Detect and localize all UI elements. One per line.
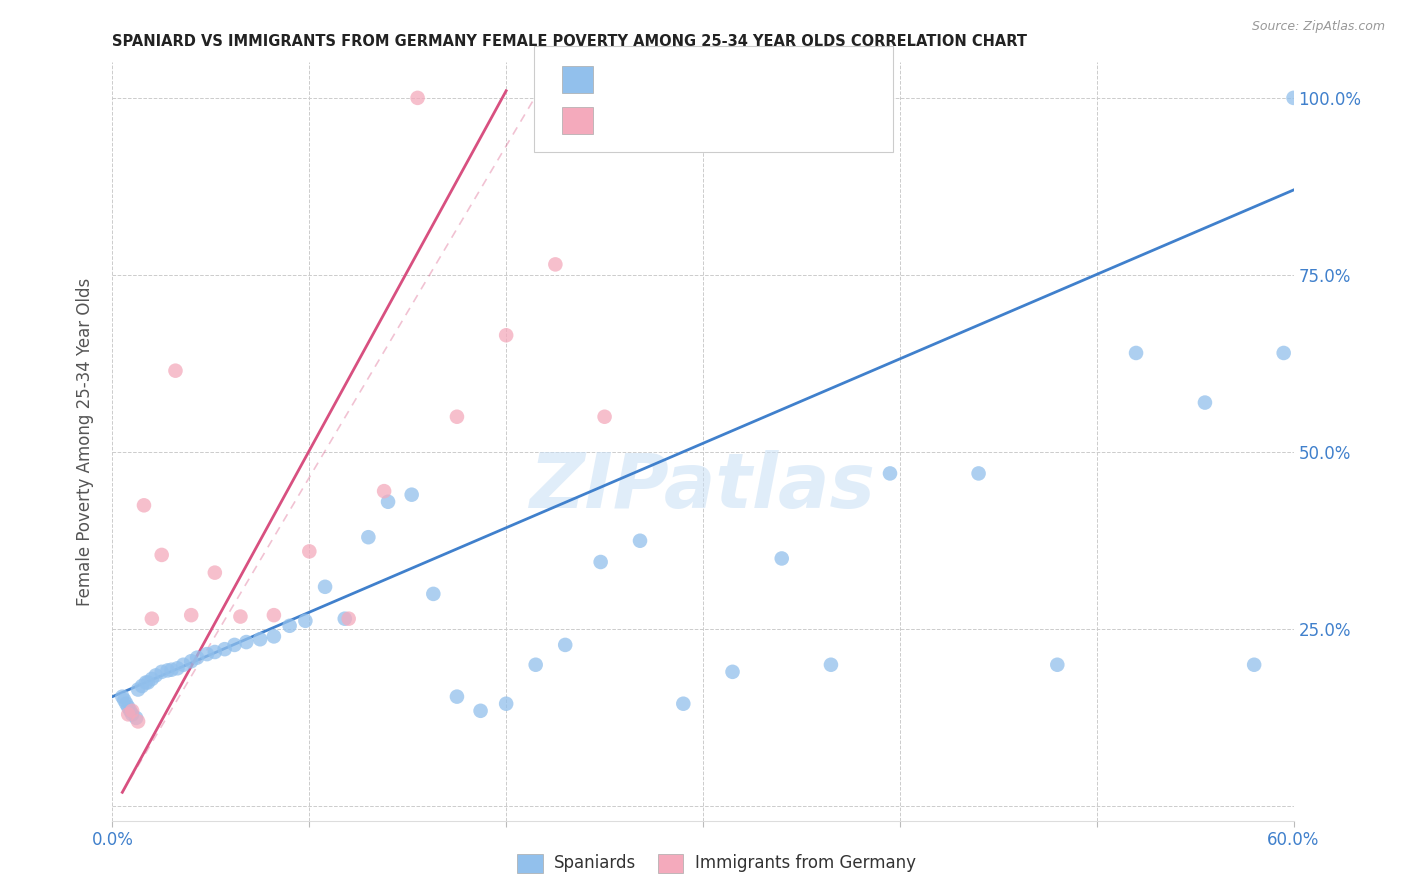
Point bbox=[589, 555, 612, 569]
Point bbox=[879, 467, 901, 481]
Point bbox=[229, 609, 252, 624]
Point bbox=[294, 614, 316, 628]
Point bbox=[214, 642, 236, 657]
Point bbox=[121, 704, 143, 718]
Point bbox=[401, 488, 423, 502]
Point bbox=[1046, 657, 1069, 672]
Point bbox=[263, 608, 285, 623]
Point bbox=[224, 638, 246, 652]
Text: ZIPatlas: ZIPatlas bbox=[530, 450, 876, 524]
Point bbox=[524, 657, 547, 672]
Point bbox=[195, 647, 218, 661]
Point bbox=[967, 467, 990, 481]
Point bbox=[135, 675, 157, 690]
Text: SPANIARD VS IMMIGRANTS FROM GERMANY FEMALE POVERTY AMONG 25-34 YEAR OLDS CORRELA: SPANIARD VS IMMIGRANTS FROM GERMANY FEMA… bbox=[112, 34, 1028, 49]
Point bbox=[721, 665, 744, 679]
Point bbox=[125, 711, 148, 725]
Point bbox=[150, 665, 173, 679]
Point bbox=[672, 697, 695, 711]
Point bbox=[333, 612, 356, 626]
Text: Immigrants from Germany: Immigrants from Germany bbox=[695, 855, 915, 872]
Point bbox=[121, 707, 143, 722]
Point bbox=[1194, 395, 1216, 409]
Point bbox=[111, 690, 134, 704]
Text: R = 0.671   N = 19: R = 0.671 N = 19 bbox=[610, 109, 810, 128]
Point bbox=[141, 672, 163, 686]
Point bbox=[131, 679, 153, 693]
Point bbox=[120, 704, 142, 718]
Point bbox=[377, 495, 399, 509]
Point bbox=[117, 700, 139, 714]
Point bbox=[156, 664, 179, 678]
Point bbox=[1282, 91, 1305, 105]
Point bbox=[1243, 657, 1265, 672]
Point bbox=[127, 714, 149, 729]
Point bbox=[495, 697, 517, 711]
Point bbox=[249, 632, 271, 647]
Point bbox=[373, 484, 395, 499]
Point bbox=[166, 661, 188, 675]
Point bbox=[115, 697, 138, 711]
Point bbox=[127, 682, 149, 697]
Point bbox=[160, 663, 183, 677]
Point bbox=[422, 587, 444, 601]
Point bbox=[337, 612, 360, 626]
Point bbox=[278, 619, 301, 633]
Point bbox=[1125, 346, 1147, 360]
Point bbox=[141, 612, 163, 626]
Point bbox=[593, 409, 616, 424]
Point bbox=[204, 566, 226, 580]
Point bbox=[470, 704, 492, 718]
Point bbox=[406, 91, 429, 105]
Y-axis label: Female Poverty Among 25-34 Year Olds: Female Poverty Among 25-34 Year Olds bbox=[76, 277, 94, 606]
Point bbox=[145, 668, 167, 682]
Point bbox=[180, 608, 202, 623]
Point bbox=[1272, 346, 1295, 360]
Text: R = 0.577   N = 54: R = 0.577 N = 54 bbox=[610, 68, 810, 87]
Point bbox=[314, 580, 336, 594]
Point bbox=[544, 257, 567, 271]
Point bbox=[165, 364, 187, 378]
Point bbox=[554, 638, 576, 652]
Point bbox=[117, 707, 139, 722]
Point bbox=[357, 530, 380, 544]
Text: Spaniards: Spaniards bbox=[554, 855, 636, 872]
Point bbox=[204, 645, 226, 659]
Point bbox=[136, 675, 159, 690]
Point bbox=[446, 690, 468, 704]
Point bbox=[186, 650, 208, 665]
Point bbox=[298, 544, 321, 558]
Point bbox=[132, 498, 155, 512]
Point bbox=[180, 654, 202, 668]
Point bbox=[172, 657, 194, 672]
Point bbox=[628, 533, 651, 548]
Point bbox=[495, 328, 517, 343]
Text: Source: ZipAtlas.com: Source: ZipAtlas.com bbox=[1251, 20, 1385, 33]
Point bbox=[150, 548, 173, 562]
Point bbox=[820, 657, 842, 672]
Point bbox=[770, 551, 793, 566]
Point bbox=[235, 635, 257, 649]
Point bbox=[112, 693, 135, 707]
Point bbox=[263, 629, 285, 643]
Point bbox=[446, 409, 468, 424]
